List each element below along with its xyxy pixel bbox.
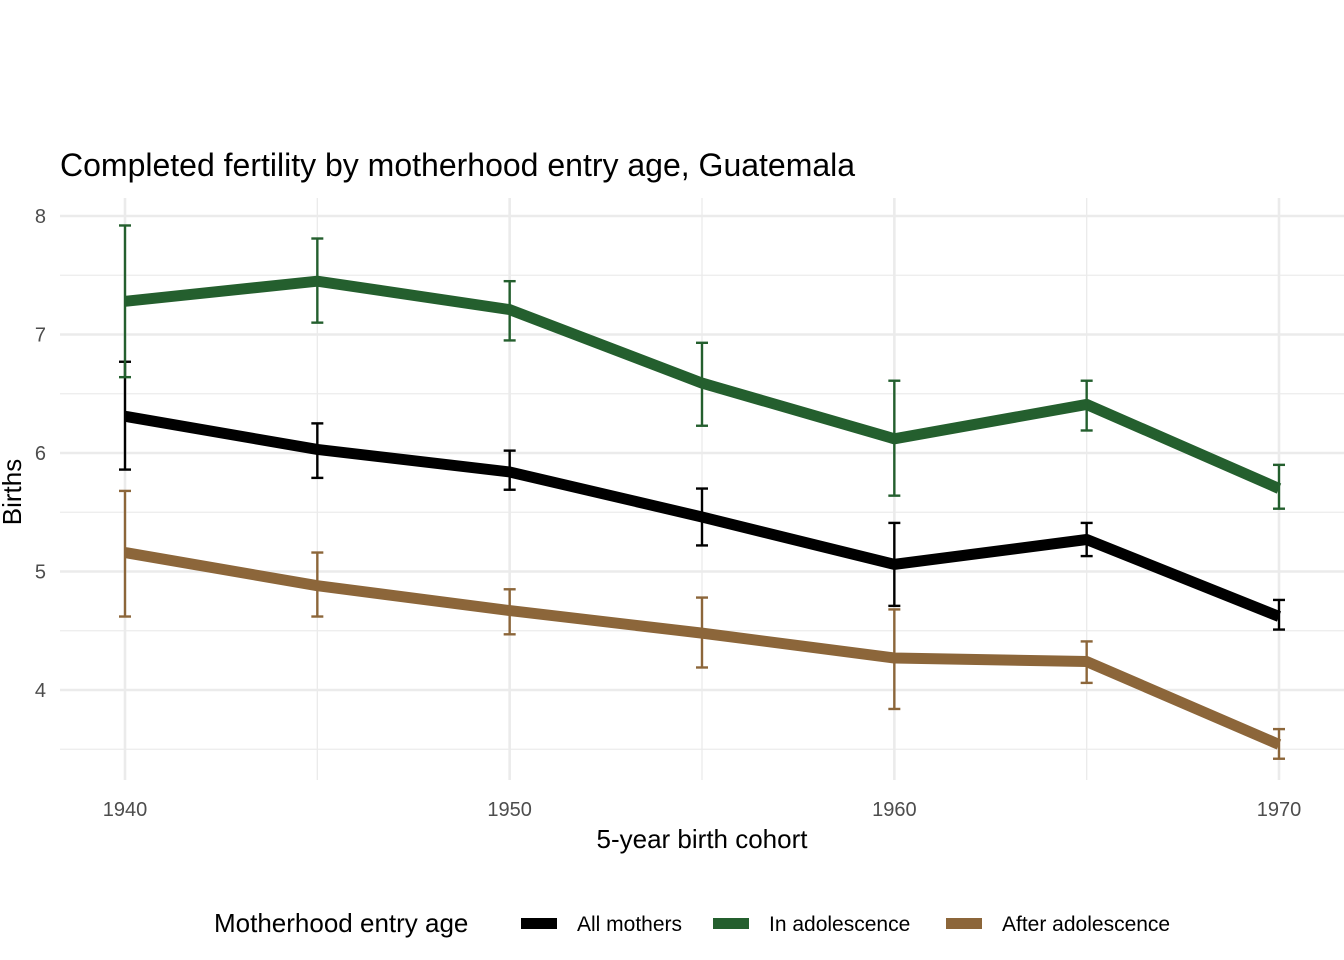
legend-key xyxy=(713,918,749,929)
error-bar xyxy=(119,224,131,379)
chart-title: Completed fertility by motherhood entry … xyxy=(60,147,855,183)
legend-label: In adolescence xyxy=(769,913,910,936)
legend-label: All mothers xyxy=(577,913,682,936)
error-bar xyxy=(1273,463,1285,510)
y-axis-ticks: 4 5 6 7 8 xyxy=(35,206,46,702)
legend-item-after-adolescence: After adolescence xyxy=(946,913,1170,936)
error-bar xyxy=(1080,640,1093,685)
error-bar xyxy=(503,279,516,342)
x-axis-title: 5-year birth cohort xyxy=(597,824,809,854)
series-all-mothers xyxy=(119,360,1285,631)
legend-key xyxy=(946,918,982,929)
y-axis-title: Births xyxy=(0,459,27,525)
x-tick-label: 1940 xyxy=(103,799,148,821)
y-tick-label: 6 xyxy=(35,443,46,465)
error-bar xyxy=(696,487,708,547)
x-tick-label: 1960 xyxy=(872,799,917,821)
series-group xyxy=(119,224,1285,760)
error-bar xyxy=(696,596,708,669)
error-bar xyxy=(1080,521,1093,558)
x-axis-ticks: 1940 1950 1960 1970 xyxy=(103,799,1302,821)
y-tick-label: 5 xyxy=(35,562,46,584)
legend-key xyxy=(521,918,557,929)
legend-label: After adolescence xyxy=(1002,913,1170,936)
x-tick-label: 1950 xyxy=(487,799,532,821)
error-bar xyxy=(311,237,324,324)
legend: Motherhood entry age All mothers In adole… xyxy=(214,908,1170,938)
y-tick-label: 7 xyxy=(35,325,46,347)
error-bar xyxy=(503,588,516,636)
error-bar xyxy=(503,449,516,491)
error-bar xyxy=(888,521,901,608)
error-bar xyxy=(1273,598,1285,631)
x-tick-label: 1970 xyxy=(1257,799,1302,821)
error-bar xyxy=(888,608,901,711)
legend-item-in-adolescence: In adolescence xyxy=(713,913,910,936)
error-bar xyxy=(1273,727,1285,760)
error-bar xyxy=(888,379,901,497)
error-bar xyxy=(1080,379,1093,432)
error-bar xyxy=(696,341,708,427)
legend-item-all-mothers: All mothers xyxy=(521,913,682,936)
series-after-adolescence xyxy=(119,489,1285,760)
legend-title: Motherhood entry age xyxy=(214,908,468,938)
series-in-adolescence xyxy=(119,224,1285,510)
error-bar xyxy=(311,422,324,480)
error-bar xyxy=(311,551,324,618)
error-bar xyxy=(119,489,131,618)
y-tick-label: 4 xyxy=(35,680,46,702)
y-tick-label: 8 xyxy=(35,206,46,228)
